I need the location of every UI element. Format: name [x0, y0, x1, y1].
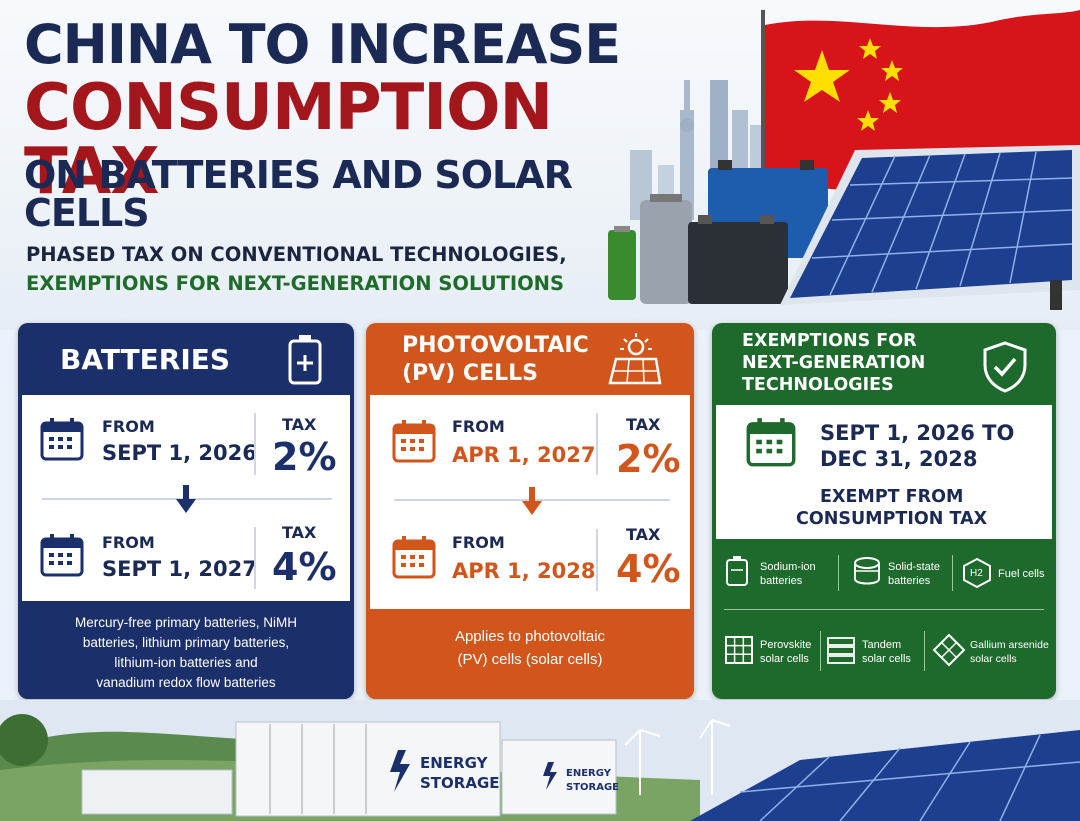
- subtitle-line-1: PHASED TAX ON CONVENTIONAL TECHNOLOGIES,: [26, 243, 567, 266]
- subtitle-line-2: EXEMPTIONS FOR NEXT-GENERATION SOLUTIONS: [26, 272, 565, 295]
- exemption-label-1: Solid-state: [888, 561, 940, 573]
- pv-phase1-from-label: FROM: [452, 417, 505, 436]
- shield-check-icon: [983, 341, 1027, 393]
- batteries-title: BATTERIES: [60, 343, 231, 376]
- exemption-label-2: batteries: [888, 575, 931, 587]
- batteries-phase1-tax-label: TAX: [282, 415, 317, 434]
- pv-footer-line: (PV) cells (solar cells): [457, 651, 603, 668]
- storage-label-line-1: ENERGY: [420, 754, 489, 772]
- divider: [596, 529, 598, 591]
- batteries-phase1-from-label: FROM: [102, 417, 155, 436]
- solar-panel-sun-icon: [608, 333, 662, 385]
- batteries-phase1-tax: 2%: [272, 435, 337, 479]
- tandem-cell-icon: [827, 637, 855, 664]
- pv-body: FROM APR 1, 2027 TAX 2% FROM APR 1, 2028…: [370, 395, 690, 609]
- exemptions-card: EXEMPTIONS FOR NEXT-GENERATION TECHNOLOG…: [712, 323, 1056, 699]
- batteries-solar-illustration: [608, 145, 1080, 310]
- exemption-label-1: Perovskite: [760, 639, 812, 651]
- batteries-footer: Mercury-free primary batteries, NiMH bat…: [18, 605, 354, 699]
- pv-phase1-date: APR 1, 2027: [452, 443, 596, 467]
- batteries-footer-line: vanadium redox flow batteries: [96, 675, 276, 690]
- pv-phase1-tax-label: TAX: [626, 415, 661, 434]
- subtitle: PHASED TAX ON CONVENTIONAL TECHNOLOGIES,…: [26, 240, 586, 298]
- energy-storage-scene: ENERGY STORAGE ENERGY STORAGE: [0, 700, 1080, 821]
- sodium-battery-icon: [726, 556, 748, 586]
- exemption-label-2: solar cells: [970, 653, 1017, 665]
- batteries-phase2-from-label: FROM: [102, 533, 155, 552]
- exemption-label-2: solar cells: [760, 653, 809, 665]
- exemptions-title-line-2: NEXT-GENERATION: [742, 353, 926, 373]
- title-line-3: ON BATTERIES AND SOLAR CELLS: [24, 153, 573, 235]
- batteries-body: FROM SEPT 1, 2026 TAX 2% FROM SEPT 1, 20…: [22, 395, 350, 601]
- exemption-label-1: Tandem: [862, 639, 902, 651]
- pv-title-line-2: (PV) CELLS: [402, 361, 538, 386]
- pv-phase2-tax-label: TAX: [626, 525, 661, 544]
- batteries-footer-line: lithium-ion batteries and: [114, 655, 258, 670]
- calendar-icon: [40, 418, 84, 461]
- solid-state-battery-icon: [854, 557, 880, 585]
- exemptions-status-line-2: CONSUMPTION TAX: [796, 509, 988, 529]
- exemption-label-1: Sodium-ion: [760, 561, 816, 573]
- arrow-down-icon: [176, 485, 196, 513]
- storage-small-label-line-1: ENERGY: [566, 768, 612, 779]
- calendar-icon: [392, 420, 436, 463]
- batteries-card: BATTERIES FROM SEPT 1, 2026 TAX 2%: [18, 323, 354, 699]
- pv-phase2-from-label: FROM: [452, 533, 505, 552]
- exemptions-body: SEPT 1, 2026 TO DEC 31, 2028 EXEMPT FROM…: [716, 405, 1052, 539]
- gallium-arsenide-icon: [932, 633, 966, 667]
- calendar-icon: [40, 534, 84, 577]
- batteries-header: BATTERIES: [18, 323, 354, 395]
- divider: [820, 631, 821, 671]
- exemptions-title-line-1: EXEMPTIONS FOR: [742, 331, 917, 351]
- exemptions-header: EXEMPTIONS FOR NEXT-GENERATION TECHNOLOG…: [712, 323, 1056, 405]
- storage-label-line-2: STORAGE: [420, 774, 500, 792]
- h2-label: H2: [970, 568, 983, 579]
- batteries-phase2-tax-label: TAX: [282, 523, 317, 542]
- hydrogen-icon: [963, 557, 991, 589]
- exemption-label-2: solar cells: [862, 653, 911, 665]
- pv-header: PHOTOVOLTAIC (PV) CELLS: [366, 323, 694, 395]
- title-line-1: CHINA TO INCREASE: [24, 13, 621, 76]
- divider: [838, 555, 839, 591]
- batteries-phase2-tax: 4%: [272, 545, 337, 589]
- battery-plus-icon: [288, 335, 322, 385]
- exemption-label-1: Fuel cells: [998, 568, 1045, 580]
- batteries-phase2-date: SEPT 1, 2027: [102, 557, 257, 581]
- batteries-footer-line: Mercury-free primary batteries, NiMH: [74, 615, 298, 630]
- title-line-2: CONSUMPTION TAX: [24, 71, 553, 209]
- pv-card: PHOTOVOLTAIC (PV) CELLS FROM APR 1, 2027…: [366, 323, 694, 699]
- pv-phase2-tax: 4%: [616, 547, 681, 591]
- pv-footer-line: Applies to photovoltaic: [454, 628, 606, 645]
- exemptions-status-line-1: EXEMPT FROM: [820, 487, 964, 507]
- calendar-icon: [746, 418, 796, 467]
- pv-title-line-1: PHOTOVOLTAIC: [402, 333, 589, 358]
- arrow-down-icon: [522, 487, 542, 515]
- storage-small-label-line-2: STORAGE: [566, 782, 619, 793]
- batteries-footer-line: batteries, lithium primary batteries,: [82, 635, 290, 650]
- exemption-label-1: Gallium arsenide: [970, 639, 1049, 651]
- batteries-phase1-date: SEPT 1, 2026: [102, 441, 257, 465]
- divider: [724, 609, 1044, 610]
- exemptions-period-line-2: DEC 31, 2028: [820, 447, 978, 471]
- exemptions-period-line-1: SEPT 1, 2026 TO: [820, 421, 1015, 445]
- exemptions-title-line-3: TECHNOLOGIES: [742, 375, 894, 395]
- pv-phase2-date: APR 1, 2028: [452, 559, 596, 583]
- pv-footer: Applies to photovoltaic (PV) cells (sola…: [366, 609, 694, 699]
- divider: [254, 527, 256, 589]
- divider: [952, 555, 953, 591]
- calendar-icon: [392, 536, 436, 579]
- pv-phase1-tax: 2%: [616, 437, 681, 481]
- main-title: CHINA TO INCREASE CONSUMPTION TAX ON BAT…: [24, 13, 644, 235]
- divider: [254, 413, 256, 475]
- perovskite-panel-icon: [725, 636, 753, 664]
- exemption-label-2: batteries: [760, 575, 803, 587]
- divider: [596, 413, 598, 475]
- divider: [924, 631, 925, 671]
